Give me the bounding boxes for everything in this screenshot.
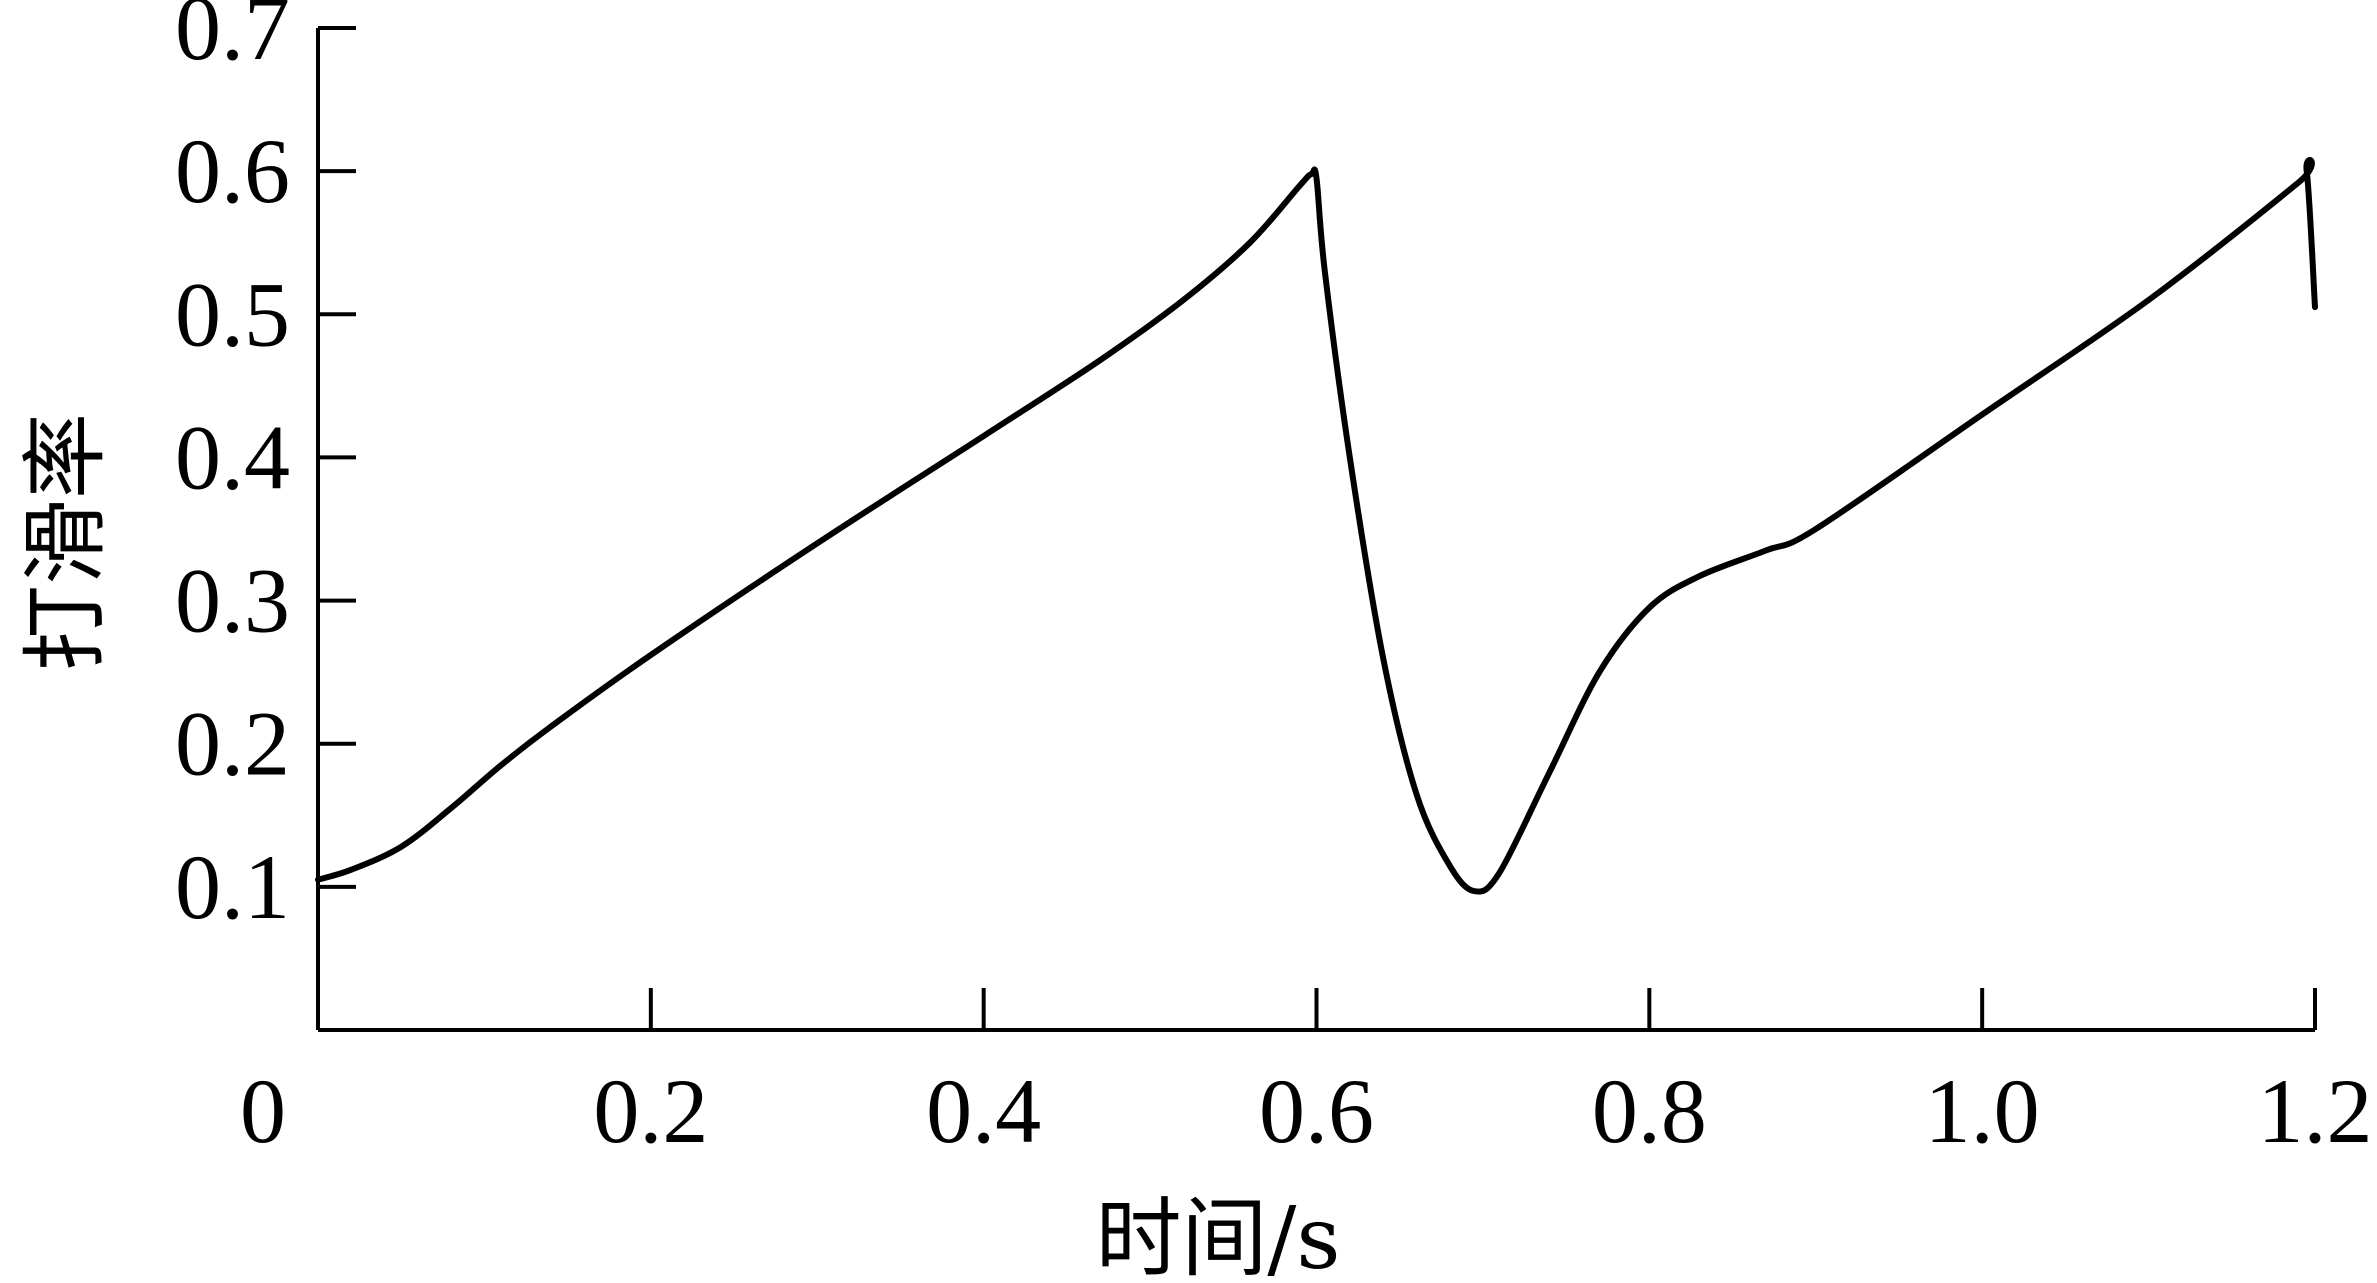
y-tick-label: 0.4 [175, 406, 290, 508]
y-axis-ticks: 0.1 0.2 0.3 0.4 0.5 0.6 0.7 [175, 0, 356, 938]
x-tick-label: 0.4 [926, 1060, 1041, 1162]
y-tick-label: 0.7 [175, 0, 290, 79]
x-tick-label: 0 [240, 1060, 286, 1162]
x-tick-label: 0.8 [1592, 1060, 1707, 1162]
y-tick-label: 0.5 [175, 263, 290, 365]
x-tick-label: 1.2 [2258, 1060, 2373, 1162]
x-axis-ticks: 0 0.2 0.4 0.6 0.8 1.0 1.2 [240, 988, 2373, 1162]
series-line [315, 157, 2318, 895]
x-tick-label: 1.0 [1925, 1060, 2040, 1162]
y-tick-label: 0.1 [175, 836, 290, 938]
y-axis-title: 打滑率 [16, 413, 116, 671]
x-tick-label: 0.2 [593, 1060, 708, 1162]
y-tick-label: 0.3 [175, 550, 290, 652]
x-axis-title: 时间/s [1095, 1189, 1340, 1283]
y-tick-label: 0.6 [175, 120, 290, 222]
y-tick-label: 0.2 [175, 693, 290, 795]
series-layer [315, 157, 2318, 895]
x-tick-label: 0.6 [1259, 1060, 1374, 1162]
